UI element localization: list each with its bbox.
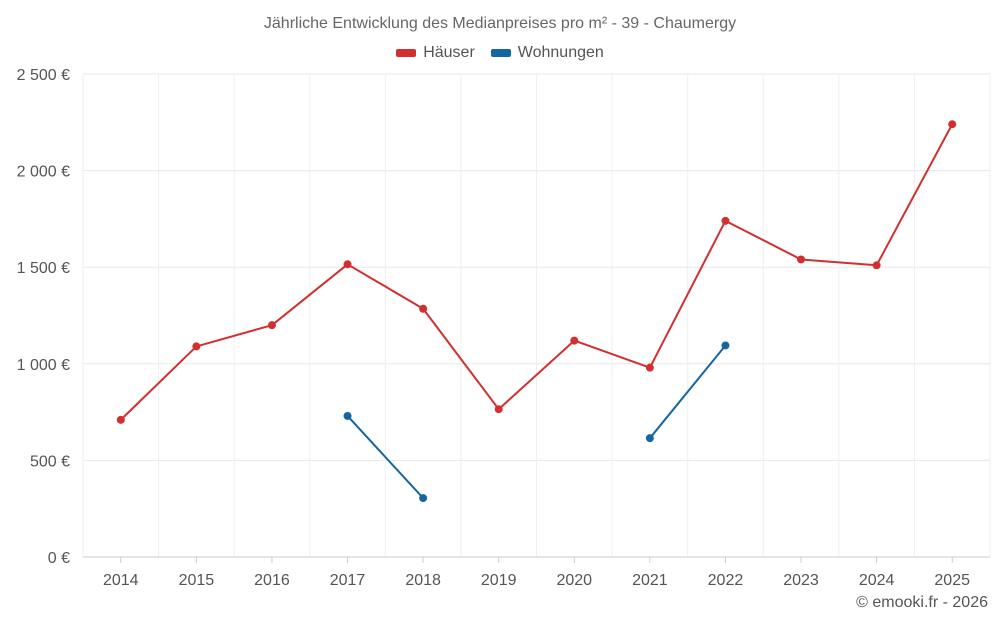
series-line-haeuser	[120, 123, 954, 421]
axis-layer: 0 € 500 € 1 000 € 1 500 € 2 000 € 2 500 € 2014…	[17, 67, 990, 589]
data-point-haeuser	[948, 120, 957, 129]
x-tick-label: 2020	[556, 572, 592, 589]
y-tick-label: 2 000 €	[17, 164, 70, 181]
x-tick-label: 2019	[481, 572, 517, 589]
x-tick-label: 2014	[103, 572, 139, 589]
legend-label-haeuser: Häuser	[423, 44, 475, 61]
data-point-haeuser	[645, 363, 654, 372]
data-point-haeuser	[116, 415, 125, 424]
legend-swatch-haeuser	[396, 49, 417, 57]
series-line-wohnungen	[649, 344, 727, 439]
data-point-haeuser	[343, 260, 352, 269]
data-point-haeuser	[494, 405, 503, 414]
x-tick-label: 2025	[934, 572, 970, 589]
x-tick-label: 2023	[783, 572, 819, 589]
data-point-haeuser	[267, 321, 276, 330]
legend-item-haeuser[interactable]: Häuser	[396, 44, 475, 62]
series-wohnungen	[343, 341, 730, 503]
data-point-wohnungen	[343, 411, 352, 420]
chart-title: Jährliche Entwicklung des Medianpreises …	[263, 15, 737, 32]
series-haeuser	[116, 120, 957, 424]
data-point-haeuser	[419, 304, 428, 313]
legend-item-wohnungen[interactable]: Wohnungen	[490, 44, 604, 62]
y-tick-label: 500 €	[30, 453, 70, 470]
data-point-haeuser	[872, 261, 881, 270]
y-tick-label: 0 €	[48, 550, 70, 567]
y-tick-label: 2 500 €	[17, 67, 70, 84]
x-tick-label: 2024	[859, 572, 895, 589]
series-line-wohnungen	[346, 415, 424, 499]
data-point-wohnungen	[419, 494, 428, 503]
grid-layer	[82, 73, 991, 558]
data-point-haeuser	[797, 255, 806, 264]
data-point-haeuser	[192, 342, 201, 351]
y-tick-label: 1 500 €	[17, 260, 70, 277]
data-point-wohnungen	[645, 434, 654, 443]
x-tick-label: 2018	[405, 572, 441, 589]
x-tick-label: 2017	[330, 572, 366, 589]
legend: Häuser Wohnungen	[0, 44, 1000, 62]
x-tick-label: 2022	[708, 572, 744, 589]
data-point-haeuser	[721, 216, 730, 225]
x-tick-label: 2015	[179, 572, 215, 589]
y-tick-label: 1 000 €	[17, 357, 70, 374]
legend-label-wohnungen: Wohnungen	[517, 44, 604, 61]
series-layer	[116, 120, 957, 503]
data-point-wohnungen	[721, 341, 730, 350]
data-point-haeuser	[570, 336, 579, 345]
legend-swatch-wohnungen	[490, 49, 511, 57]
credit-text: © emooki.fr - 2026	[856, 594, 988, 611]
x-tick-label: 2016	[254, 572, 290, 589]
x-tick-label: 2021	[632, 572, 668, 589]
